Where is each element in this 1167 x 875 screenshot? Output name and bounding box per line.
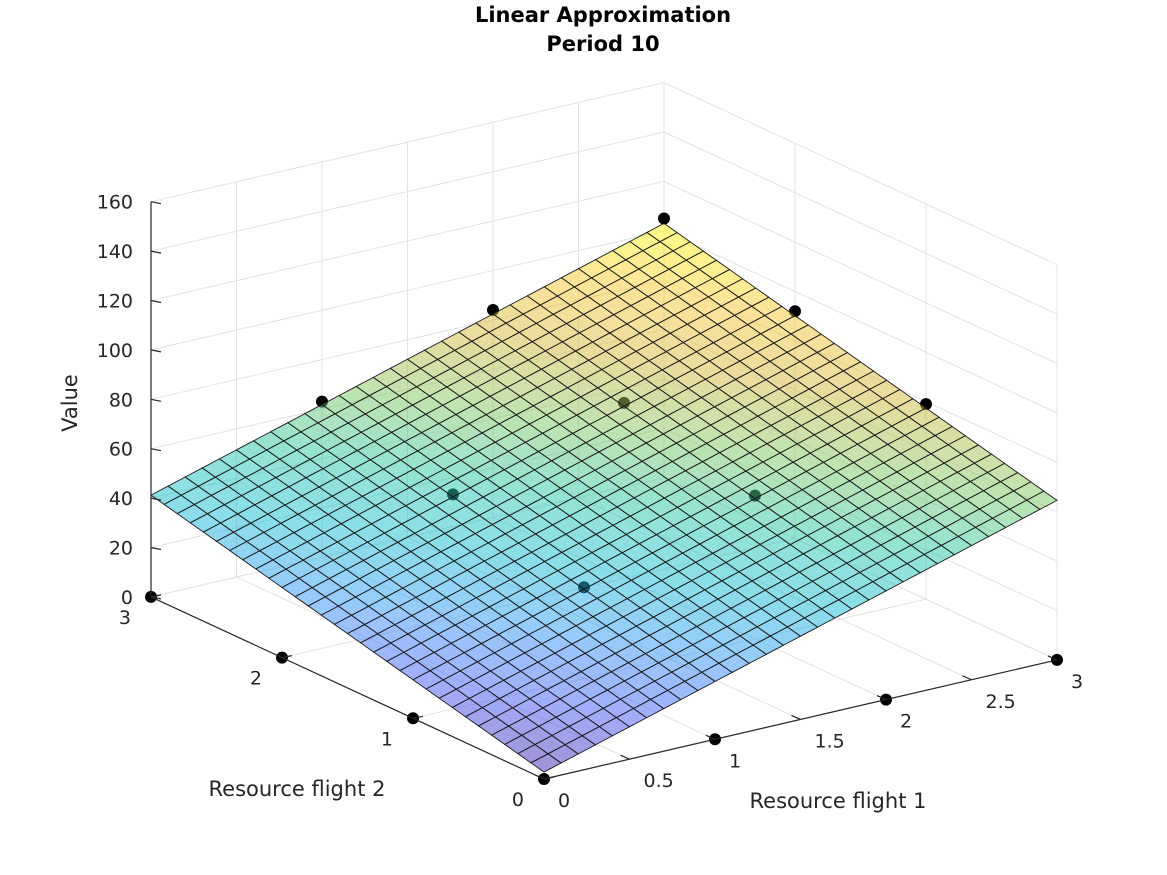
y-tick-label: 2 (250, 668, 262, 690)
x-tick-mark (705, 734, 716, 740)
data-point (658, 212, 670, 225)
x-tick-mark (876, 695, 887, 701)
axes-layer (150, 201, 1058, 780)
grid-line (663, 131, 1058, 315)
z-tick-label: 20 (109, 538, 133, 560)
z-tick-mark (150, 201, 162, 205)
y-axis-line (150, 596, 545, 780)
z-tick-mark (150, 349, 162, 353)
z-tick-mark (150, 250, 162, 254)
x-tick-mark (534, 774, 545, 780)
x-tick-label: 2.5 (986, 691, 1016, 713)
z-axis-label: Value (58, 374, 82, 432)
y-tick-label: 3 (119, 607, 131, 629)
z-tick-mark (150, 546, 162, 551)
grid-line (663, 82, 1058, 266)
z-tick-mark (150, 596, 162, 600)
z-tick-label: 0 (121, 587, 133, 609)
grid-line (663, 230, 1058, 414)
y-tick-mark (543, 776, 555, 780)
z-tick-label: 80 (109, 389, 133, 411)
x-tick-mark (1047, 655, 1058, 661)
x-tick-label: 3 (1071, 671, 1083, 693)
surface-layer (150, 222, 1058, 773)
z-tick-label: 160 (97, 192, 133, 214)
x-tick-label: 1.5 (815, 731, 845, 753)
z-tick-label: 100 (97, 340, 133, 362)
y-axis-label: Resource flight 2 (209, 777, 386, 801)
surface-cell (530, 753, 562, 773)
z-tick-label: 60 (109, 439, 133, 461)
x-tick-label: 2 (900, 711, 912, 733)
y-tick-mark (412, 715, 424, 719)
grid-line (663, 180, 1058, 364)
x-tick-label: 0.5 (644, 770, 674, 792)
x-tick-label: 1 (729, 750, 741, 772)
y-tick-label: 0 (512, 789, 524, 811)
x-tick-mark (620, 754, 630, 760)
chart-title-line-2: Period 10 (546, 32, 659, 56)
x-tick-label: 0 (558, 790, 570, 812)
z-tick-label: 140 (97, 241, 133, 263)
z-tick-label: 120 (97, 291, 133, 313)
y-tick-mark (150, 594, 162, 598)
z-tick-mark (150, 497, 162, 501)
y-tick-mark (281, 655, 293, 659)
z-tick-mark (150, 398, 162, 402)
y-tick-label: 1 (381, 728, 393, 750)
x-tick-mark (962, 675, 972, 681)
z-tick-mark (150, 448, 162, 452)
x-axis-label: Resource flight 1 (750, 789, 927, 813)
z-tick-mark (150, 299, 162, 304)
x-tick-mark (791, 714, 801, 720)
chart-title-line-1: Linear Approximation (475, 3, 731, 27)
z-tick-label: 40 (109, 488, 133, 510)
